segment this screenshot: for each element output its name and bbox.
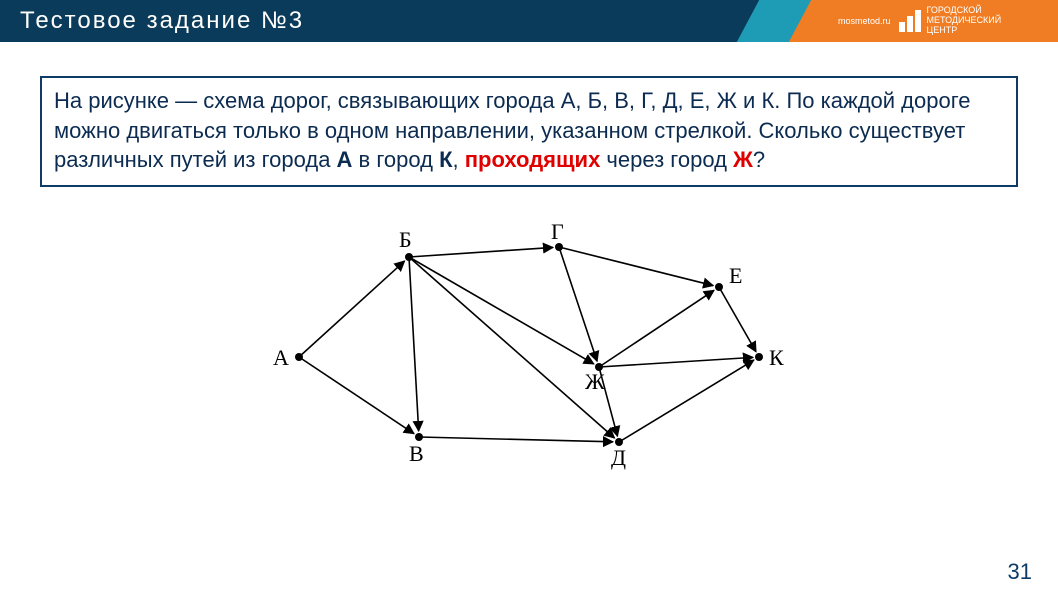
logo-icon <box>899 10 921 32</box>
edge-G-J <box>559 247 597 361</box>
edge-J-E <box>599 290 714 367</box>
node-label-D: Д <box>611 445 626 470</box>
node-label-J: Ж <box>585 369 605 394</box>
slide-title: Тестовое задание №3 <box>0 7 304 35</box>
page-number: 31 <box>1008 559 1032 585</box>
node-E <box>715 283 723 291</box>
road-graph: А Б В Г Ж Д Е К <box>259 217 799 477</box>
edge-B-J <box>409 257 594 364</box>
node-label-E: Е <box>729 263 742 288</box>
org-name: ГОРОДСКОЙ МЕТОДИЧЕСКИЙ ЦЕНТР <box>927 6 1002 36</box>
city-a: А <box>337 147 353 172</box>
node-label-G: Г <box>551 219 564 244</box>
edge-A-B <box>299 261 405 357</box>
edge-B-G <box>409 247 553 257</box>
keyword-passing: проходящих <box>465 147 601 172</box>
question-text: , <box>453 147 465 172</box>
node-B <box>405 253 413 261</box>
site-url: mosmetod.ru <box>838 16 891 26</box>
node-label-B: Б <box>399 227 412 252</box>
edge-B-V <box>409 257 419 431</box>
city-k: К <box>439 147 452 172</box>
node-K <box>755 353 763 361</box>
header-brand-block: mosmetod.ru ГОРОДСКОЙ МЕТОДИЧЕСКИЙ ЦЕНТР <box>818 0 1058 42</box>
edge-E-K <box>719 287 756 352</box>
node-A <box>295 353 303 361</box>
question-text: ? <box>753 147 765 172</box>
question-text: через город <box>600 147 733 172</box>
edge-G-E <box>559 247 713 286</box>
edge-A-V <box>299 357 414 434</box>
city-j: Ж <box>733 147 753 172</box>
node-V <box>415 433 423 441</box>
node-label-K: К <box>769 345 784 370</box>
question-text: в город <box>352 147 439 172</box>
question-box: На рисунке — схема дорог, связывающих го… <box>40 76 1018 187</box>
edge-V-D <box>419 437 613 442</box>
node-label-A: А <box>273 345 289 370</box>
edge-B-D <box>409 257 614 438</box>
org-line: МЕТОДИЧЕСКИЙ <box>927 15 1002 25</box>
org-line: ЦЕНТР <box>927 25 958 35</box>
node-G <box>555 243 563 251</box>
edge-D-K <box>619 360 754 442</box>
graph-container: А Б В Г Ж Д Е К <box>0 217 1058 477</box>
node-label-V: В <box>409 441 424 466</box>
edge-J-K <box>599 357 753 367</box>
slide-header: Тестовое задание №3 mosmetod.ru ГОРОДСКО… <box>0 0 1058 42</box>
org-line: ГОРОДСКОЙ <box>927 5 982 15</box>
